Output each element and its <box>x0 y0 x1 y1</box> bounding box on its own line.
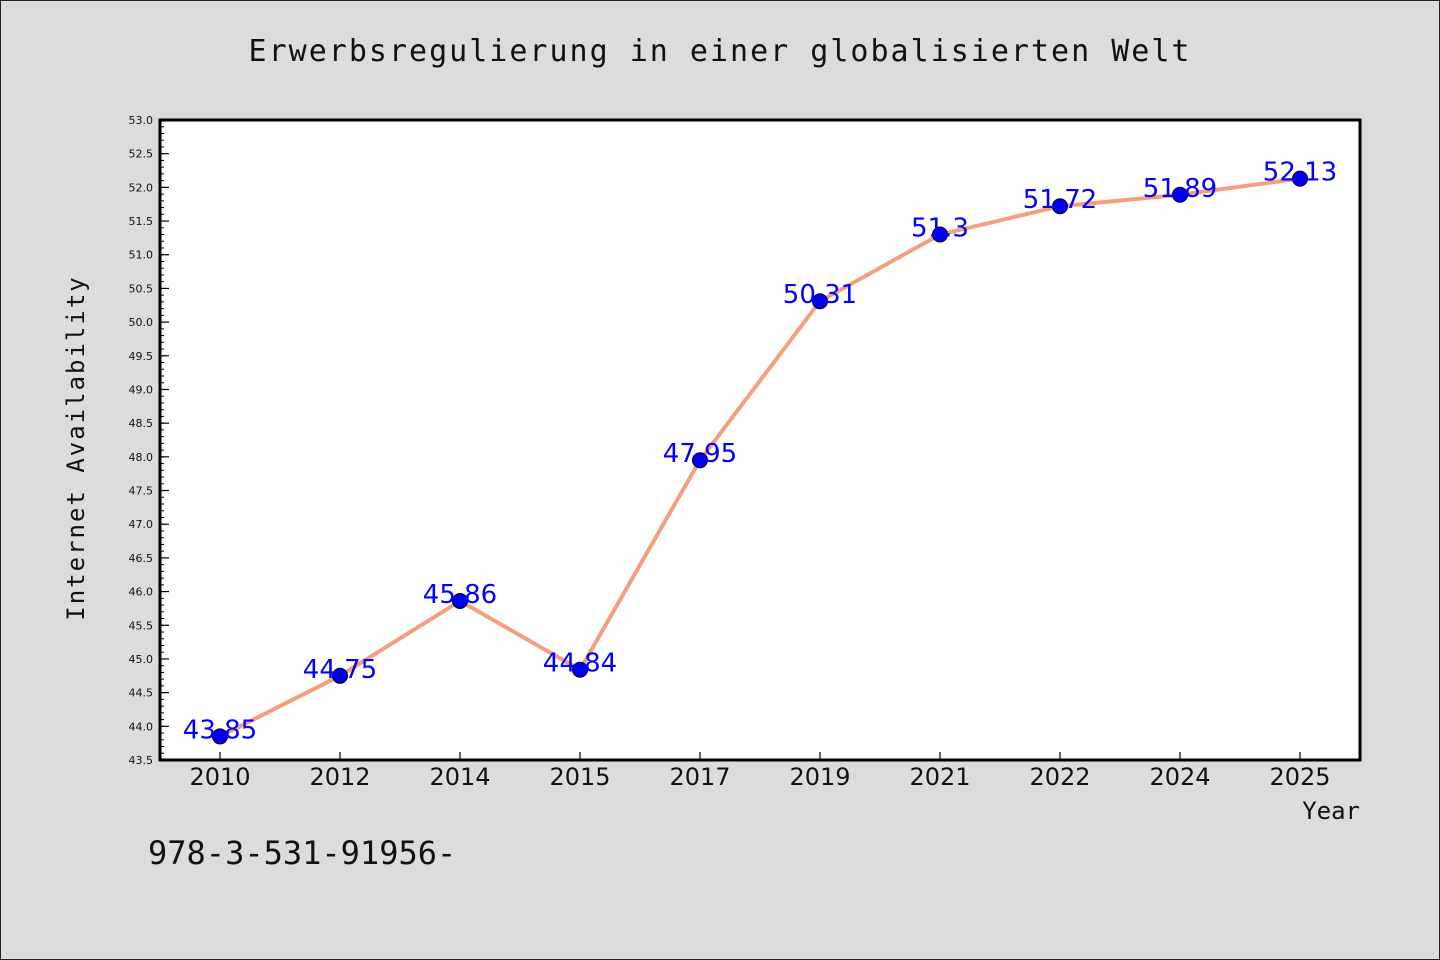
data-point <box>812 293 828 310</box>
y-tick-label: 49.5 <box>129 350 154 363</box>
x-tick-label: 2012 <box>309 763 370 791</box>
y-tick-label: 51.0 <box>129 249 154 262</box>
x-tick-label: 2015 <box>549 763 610 791</box>
data-point <box>572 661 588 678</box>
x-tick-label: 2021 <box>909 763 970 791</box>
y-tick-label: 47.0 <box>129 518 154 531</box>
data-point <box>212 728 228 745</box>
y-tick-label: 48.5 <box>129 417 154 430</box>
data-point <box>932 226 948 243</box>
y-tick-label: 46.5 <box>129 552 154 565</box>
data-point <box>1052 198 1068 215</box>
data-label: 51.72 <box>1023 185 1097 215</box>
data-label: 52.13 <box>1263 158 1337 188</box>
y-tick-label: 45.5 <box>129 619 154 632</box>
plot-area <box>158 118 1362 762</box>
isbn-footnote: 978-3-531-91956- <box>148 834 457 872</box>
data-point <box>692 452 708 469</box>
y-tick-label: 52.0 <box>129 181 154 194</box>
x-tick-label: 2025 <box>1269 763 1330 791</box>
data-label: 44.75 <box>303 655 377 685</box>
x-tick-label: 2019 <box>789 763 850 791</box>
x-tick-label: 2024 <box>1149 763 1210 791</box>
data-point <box>1172 186 1188 203</box>
y-tick-label: 44.0 <box>129 720 154 733</box>
data-point <box>452 593 468 610</box>
x-tick-label: 2010 <box>189 763 250 791</box>
data-label: 47.95 <box>663 439 737 469</box>
data-point <box>332 667 348 684</box>
data-label: 50.31 <box>783 280 857 310</box>
data-label: 43.85 <box>183 715 257 745</box>
y-tick-label: 51.5 <box>129 215 154 228</box>
y-tick-label: 44.5 <box>129 687 154 700</box>
x-tick-label: 2022 <box>1029 763 1090 791</box>
y-tick-label: 52.5 <box>129 148 154 161</box>
y-tick-label: 50.0 <box>129 316 154 329</box>
y-tick-label: 48.0 <box>129 451 154 464</box>
y-tick-label: 43.5 <box>129 754 154 767</box>
y-tick-label: 50.5 <box>129 282 154 295</box>
y-tick-label: 45.0 <box>129 653 154 666</box>
series-line <box>219 176 1301 739</box>
data-label: 44.84 <box>543 649 617 679</box>
y-tick-label: 47.5 <box>129 485 154 498</box>
data-label: 51.89 <box>1143 174 1217 204</box>
x-axis-label: Year <box>1302 797 1360 825</box>
data-label: 45.86 <box>423 580 497 610</box>
y-tick-label: 49.0 <box>129 383 154 396</box>
chart-title: Erwerbsregulierung in einer globalisiert… <box>248 34 1192 69</box>
data-label: 51.3 <box>911 214 969 244</box>
x-tick-label: 2014 <box>429 763 490 791</box>
y-tick-label: 46.0 <box>129 586 154 599</box>
data-point <box>1292 170 1308 187</box>
y-tick-label: 53.0 <box>129 114 154 127</box>
x-tick-label: 2017 <box>669 763 730 791</box>
